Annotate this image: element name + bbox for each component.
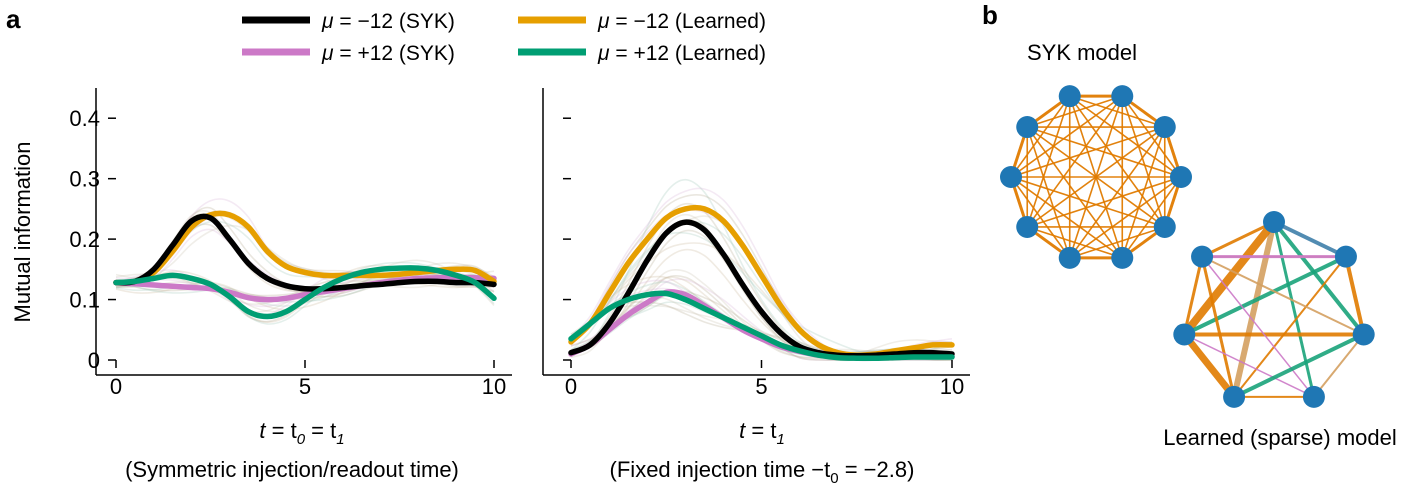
graph-edge	[1200, 256, 1236, 398]
graph-edge	[1313, 333, 1365, 398]
graph-edge	[1272, 221, 1316, 398]
x-tick-label: 10	[940, 374, 964, 399]
background-traces	[115, 198, 495, 325]
learned-graph	[1173, 211, 1375, 408]
graph-node	[1111, 246, 1134, 269]
background-trace	[115, 259, 495, 313]
legend-label-syk-neg: μ = −12 (SYK)	[321, 10, 455, 33]
x-axis-title: t = t1	[739, 418, 785, 448]
panel-b: SYK model Learned (sparse) model	[1000, 40, 1397, 450]
graph-edge	[1026, 126, 1182, 178]
plot-left: 0 5 10 0 0.1 0.2 0.3 0.4 Mutual information t =…	[10, 88, 512, 482]
graph-edge	[1201, 220, 1275, 258]
graph-edge	[1026, 126, 1166, 228]
graph-edge	[1201, 255, 1365, 336]
series-line-learned-pos	[568, 290, 955, 362]
y-axis-title: Mutual information	[10, 142, 35, 323]
graph-edge	[1121, 95, 1166, 228]
series-lines	[568, 204, 955, 362]
legend: μ = −12 (SYK) μ = +12 (SYK) μ = −12 (Lea…	[242, 10, 766, 65]
graph-edge	[1010, 176, 1166, 228]
graph-edge	[1233, 256, 1347, 398]
learned-model-title: Learned (sparse) model	[1163, 425, 1397, 450]
graph-node	[1191, 245, 1214, 268]
series-lines	[113, 210, 497, 320]
plot-right: 0 5 10 t = t1 (Fixed injection time −t0 = …	[542, 88, 970, 487]
y-tick-label: 0	[88, 348, 100, 373]
y-tick-label: 0.4	[69, 106, 100, 131]
graph-node	[1153, 215, 1176, 238]
graph-node	[1334, 245, 1357, 268]
graph-edge	[1181, 219, 1278, 337]
legend-label-syk-pos: μ = +12 (SYK)	[321, 42, 455, 65]
graph-edge	[1231, 221, 1277, 398]
graph-node	[1153, 116, 1176, 139]
graph-node	[1352, 323, 1375, 346]
x-tick-label: 0	[565, 374, 577, 399]
graph-edge	[1272, 220, 1366, 336]
graph-edge	[1182, 256, 1204, 335]
panel-letter-b: b	[982, 0, 998, 30]
panel-letter-a: a	[6, 4, 21, 34]
graph-edge	[1026, 95, 1071, 228]
x-tick-label: 10	[482, 374, 506, 399]
graph-edge	[1026, 95, 1123, 128]
x-tick-label: 5	[299, 374, 311, 399]
graph-edge	[1026, 126, 1071, 259]
graph-edge	[1343, 256, 1366, 335]
graph-node	[1058, 85, 1081, 108]
x-axis-caption: (Symmetric injection/readout time)	[125, 457, 459, 482]
graph-edge	[1183, 254, 1347, 337]
y-tick-label: 0.3	[69, 167, 100, 192]
graph-node	[1058, 246, 1081, 269]
graph-edge	[1069, 226, 1166, 259]
graph-edge	[1026, 176, 1182, 228]
graph-edge	[1026, 126, 1123, 259]
graph-node	[1263, 211, 1285, 233]
x-tick-label: 0	[110, 374, 122, 399]
series-line-syk-neg	[568, 219, 955, 359]
graph-edge	[1069, 176, 1182, 259]
graph-node	[1000, 166, 1022, 188]
x-tick-label: 5	[755, 374, 767, 399]
legend-label-learned-pos: μ = +12 (Learned)	[597, 42, 766, 65]
series-line-syk-neg	[113, 213, 497, 292]
graph-edge	[1010, 95, 1123, 178]
graph-edge	[1183, 333, 1315, 398]
y-tick-label: 0.1	[69, 288, 100, 313]
graph-edge	[1026, 226, 1123, 259]
graph-node	[1016, 215, 1039, 238]
graph-edge	[1010, 176, 1071, 259]
series-line-syk-pos	[113, 274, 497, 303]
ticks: 0 5 10	[563, 117, 964, 399]
syk-model-title: SYK model	[1027, 40, 1137, 65]
graph-edge	[1010, 126, 1166, 178]
graph-edge	[1010, 176, 1123, 259]
series-line-learned-pos	[113, 265, 497, 320]
graph-edge	[1121, 126, 1166, 259]
graph-edge	[1233, 332, 1365, 399]
graph-node	[1223, 385, 1246, 408]
graph-edge	[1273, 220, 1347, 259]
graph-node	[1016, 116, 1039, 139]
graph-node	[1111, 85, 1134, 108]
x-axis-caption: (Fixed injection time −t0 = −2.8)	[610, 457, 915, 487]
syk-graph	[1000, 85, 1192, 269]
y-tick-label: 0.2	[69, 227, 100, 252]
graph-edge	[1181, 332, 1237, 400]
graph-node	[1170, 166, 1192, 188]
x-axis-title: t = t0 = t1	[259, 418, 344, 448]
legend-label-learned-neg: μ = −12 (Learned)	[597, 10, 766, 33]
graph-edge	[1069, 95, 1182, 178]
graph-node	[1173, 323, 1196, 346]
graph-edge	[1201, 256, 1315, 398]
ticks: 0 5 10 0 0.1 0.2 0.3 0.4	[69, 106, 506, 399]
graph-node	[1302, 385, 1325, 408]
